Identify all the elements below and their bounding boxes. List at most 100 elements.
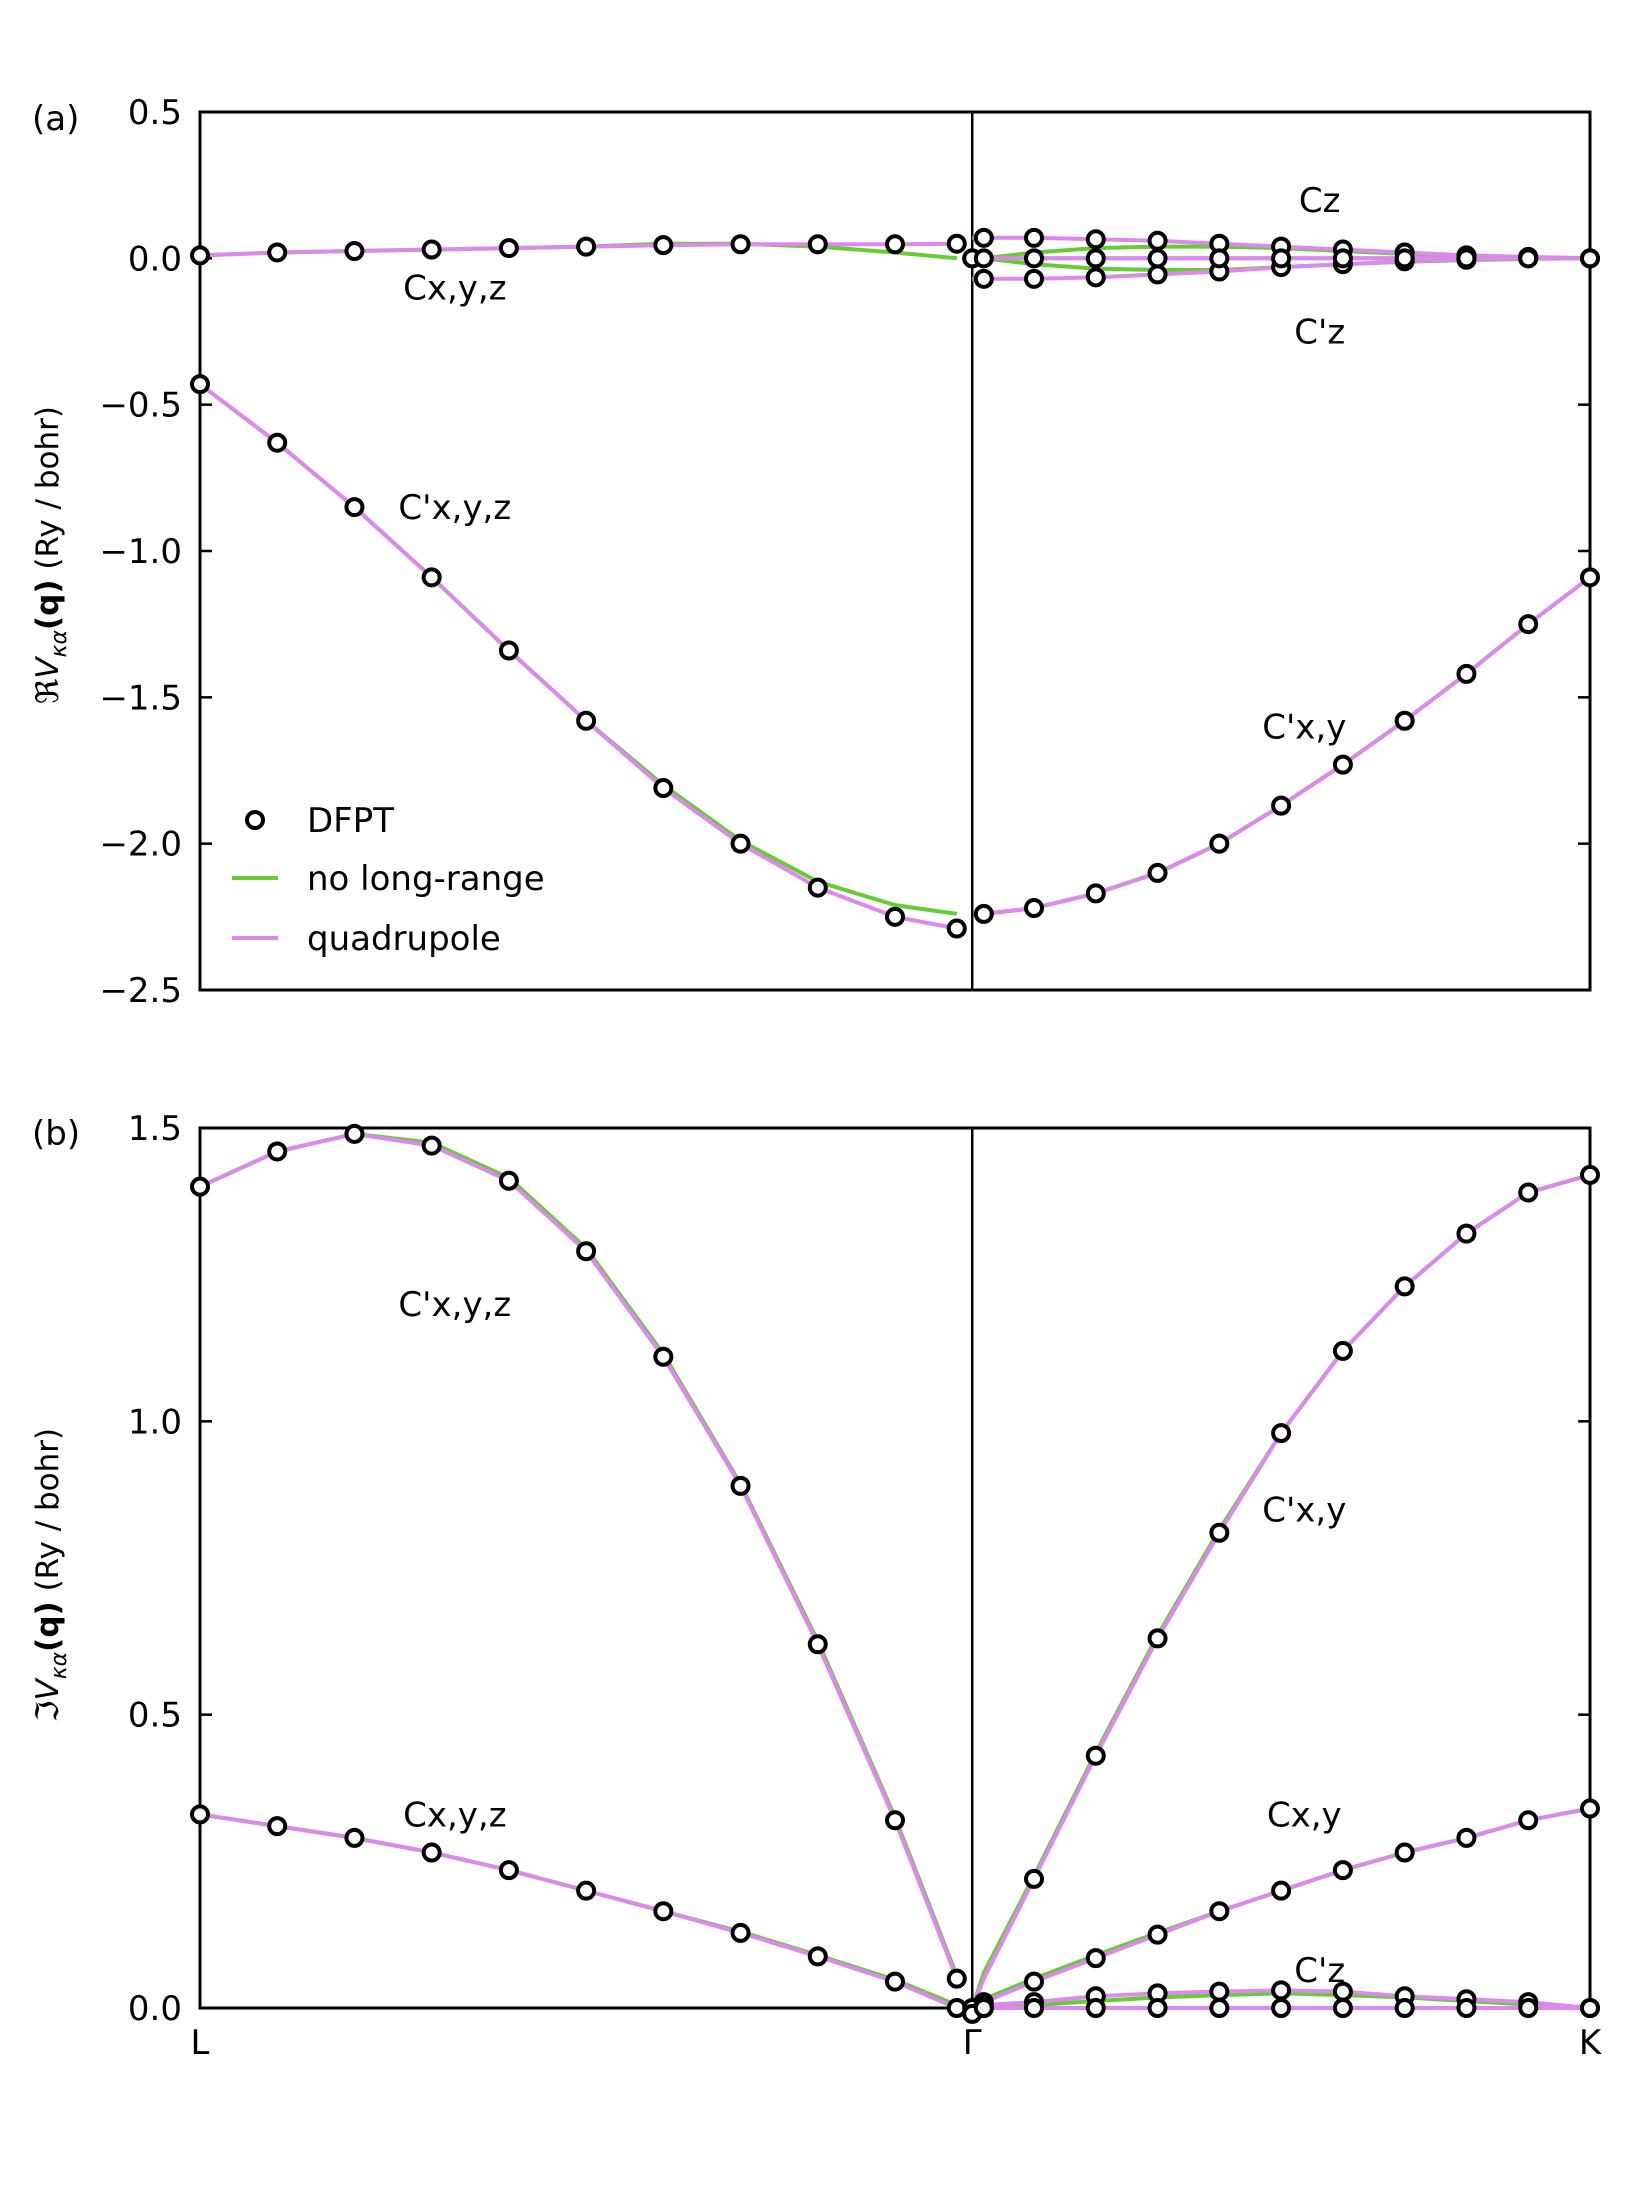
panel-b-ytick-label: 1.0 [128, 1402, 182, 1442]
panel-a-series-0-dfpt-point [190, 245, 210, 266]
panel-a-annotation: Cz [1299, 181, 1341, 221]
panel-a-series-4-dfpt-point [1147, 248, 1168, 269]
panel-b-series-1-dfpt-point [576, 1880, 597, 1901]
panel-b-ylabel-open: ( [30, 1638, 66, 1652]
panel-b-series-0-dfpt-point [885, 1810, 905, 1831]
panel-a-series-5-dfpt-point [1518, 614, 1539, 635]
panel-b-series-3-no-long-range-line [970, 1806, 1591, 2010]
panel-a-series-5-dfpt-point [1456, 663, 1477, 684]
panel-a-series-5-dfpt-point [1147, 862, 1168, 883]
panel-b-series-2-dfpt-point [1580, 1164, 1600, 1185]
panel-b-series-1-dfpt-point [344, 1827, 365, 1848]
panel-b-series-1-dfpt-point [421, 1842, 442, 1863]
panel-b-series-4-dfpt-point [1209, 1981, 1230, 2002]
panel-a-series-1-dfpt-point [946, 918, 967, 939]
panel-b-series-3-dfpt-point [1518, 1810, 1539, 1831]
panel-a-series-1-dfpt-point [190, 374, 210, 395]
panel-b-series-3-dfpt-point [1271, 1880, 1292, 1901]
panel-a-series-5-dfpt-point [1024, 898, 1044, 919]
panel-b-series-2-dfpt-point [1271, 1423, 1292, 1444]
panel-b-ylabel-prefix: ℑ [30, 1701, 66, 1723]
panel-a-series-4-dfpt-point [1209, 248, 1230, 269]
panel-a-series-0-dfpt-point [807, 234, 828, 255]
panel-a-series-4-dfpt-point [1271, 248, 1292, 269]
panel-b-label: (b) [32, 1114, 80, 1154]
panel-b-series-5-dfpt-point [1580, 1998, 1600, 2018]
panel-a-ylabel-q: q [30, 594, 66, 616]
panel-a-ytick-label: 0.0 [128, 239, 182, 279]
panel-a-series-0-dfpt-point [421, 239, 442, 260]
panel-b-series-2-dfpt-point [1085, 1745, 1106, 1766]
panel-b-series-0-dfpt-point [576, 1241, 597, 1262]
panel-a-annotation: Cx,y,z [403, 269, 506, 309]
panel-b-ytick-label: 1.5 [128, 1109, 182, 1149]
panel-a-series-4-dfpt-point [1332, 248, 1353, 269]
panel-a-ytick-label: −2.5 [99, 971, 182, 1011]
panel-a-series-1-dfpt-point [885, 906, 905, 927]
panel-b-series-1-dfpt-point [730, 1922, 751, 1943]
panel-b-series-1-dfpt-point [885, 1971, 905, 1992]
panel-a-series-1-dfpt-point [576, 710, 597, 731]
panel-b-series-3-dfpt-point [1085, 1948, 1106, 1969]
panel-b-ylabel-symbol: V [30, 1677, 66, 1701]
panel-b-annotation: C'x,y,z [398, 1285, 511, 1325]
panel-a-ylabel-sub: κα [47, 630, 72, 658]
panel-b-series-0-quadrupole-line [199, 1131, 959, 1980]
panel-a-series-4-dfpt-point [1085, 248, 1106, 269]
plot-layer: 0.5 0.0 −0.5 −1.0 −1.5 −2.0 −2.5 Cx,y,z C'x,y,z C… [99, 93, 1602, 2063]
panel-b-series-0-dfpt-point [730, 1475, 751, 1496]
panel-a-series-0-dfpt-point [653, 235, 674, 256]
panel-b-series-2-dfpt-point [1394, 1276, 1415, 1297]
panel-b-series-0-dfpt-point [946, 1968, 967, 1989]
panel-a-ytick-label: −1.0 [99, 532, 182, 572]
panel-b-series-5-dfpt-point [1271, 1998, 1292, 2018]
panel-b-ylabel-q: q [30, 1615, 66, 1637]
panel-b-series-5-dfpt-point [1209, 1998, 1230, 2018]
panel-b-ytick-label: 0.5 [128, 1696, 182, 1736]
panel-b-xtick-label: K [1579, 2023, 1603, 2063]
panel-a-series-2-dfpt-point [1024, 227, 1044, 248]
panel-b-series-1-no-long-range-line [199, 1812, 958, 2007]
panel-b-series-5-dfpt-point [1518, 1998, 1539, 2018]
legend-quadrupole-label: quadrupole [307, 919, 501, 959]
panel-b-xtick-label: Γ [963, 2023, 982, 2063]
panel-b-series-3-dfpt-point [1456, 1827, 1477, 1848]
panel-a-series-1-dfpt-point [730, 833, 751, 854]
panel-b-annotation: C'z [1294, 1951, 1345, 1991]
panel-a-label: (a) [32, 99, 79, 139]
panel-a-series-2-dfpt-point [1085, 229, 1106, 250]
panel-a-series-5-dfpt-point [973, 903, 994, 924]
panel-b-series-0-dfpt-point [190, 1176, 210, 1197]
panel-a-ylabel: ℜVκα(q) (Ry / bohr) [30, 406, 72, 704]
legend-no-long-range-label: no long-range [307, 859, 545, 899]
panel-a-series-1-quadrupole-line [198, 382, 958, 931]
panel-a-ylabel-symbol: V [30, 655, 66, 679]
panel-b-series-2-dfpt-point [1024, 1868, 1044, 1889]
panel-b-series-0-dfpt-point [267, 1141, 288, 1162]
panel-b-annotation: Cx,y,z [403, 1795, 506, 1835]
panel-a-ytick-label: −0.5 [99, 386, 182, 426]
legend-dfpt-marker [245, 810, 265, 830]
panel-a-series-5-dfpt-point [1271, 795, 1292, 816]
panel-a-ytick-label: −1.5 [99, 678, 182, 718]
panel-a-annotation: C'x,y,z [398, 488, 511, 528]
panel-b-ytick-label: 0.0 [128, 1989, 182, 2029]
panel-b-series-1-dfpt-point [653, 1901, 674, 1922]
panel-b-series-2-quadrupole-line [970, 1172, 1591, 2009]
panel-a-ylabel-units: (Ry / bohr) [30, 406, 66, 579]
panel-b-series-4-dfpt-point [1271, 1980, 1292, 2001]
panel-b-series-3-quadrupole-line [971, 1806, 1591, 2010]
panel-b-ylabel-close: ) [30, 1601, 66, 1615]
panel-b-ylabel-sub: κα [47, 1651, 72, 1679]
legend: DFPT no long-range quadrupole [232, 801, 545, 959]
panel-b-frame [198, 1126, 1592, 2010]
panel-a-ylabel-open: ( [30, 616, 66, 630]
panel-a-series-0-dfpt-point [498, 238, 519, 259]
panel-b-series-2-dfpt-point [1147, 1628, 1168, 1649]
panel-a-annotation: C'z [1294, 313, 1345, 353]
panel-b-ylabel-units: (Ry / bohr) [30, 1428, 66, 1601]
panel-b-annotation: C'x,y [1262, 1490, 1346, 1530]
panel-a-ylabel-prefix: ℜ [30, 679, 66, 704]
panel-b-series-5-dfpt-point [973, 1998, 994, 2018]
